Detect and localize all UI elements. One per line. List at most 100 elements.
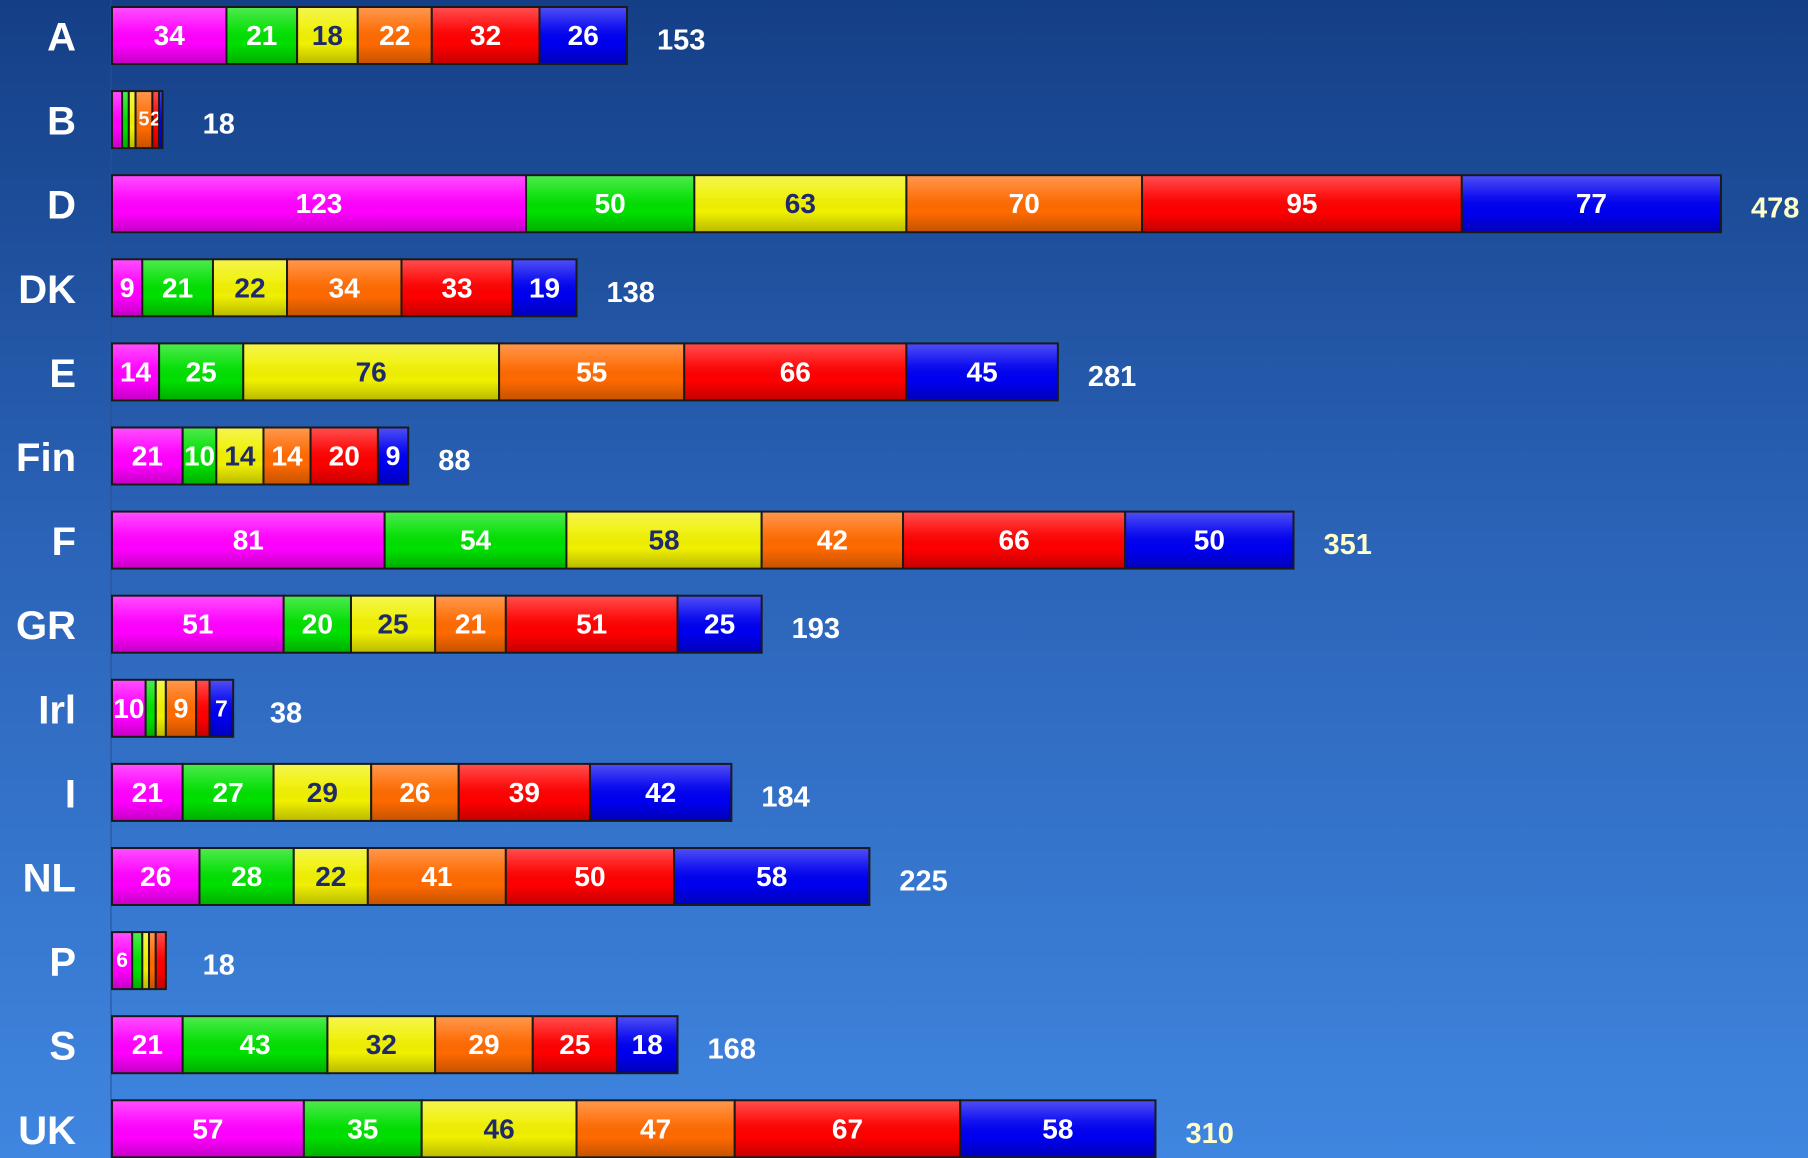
bar-segment-label: 21	[246, 20, 277, 51]
bar-segment-label: 18	[632, 1029, 663, 1060]
bar-segment-label: 81	[233, 525, 264, 556]
bar-segment	[154, 931, 167, 991]
total-label: 88	[438, 445, 470, 477]
bar-row: 21 27 29 26 39 42	[111, 762, 733, 822]
bar-segment-label: 77	[1576, 188, 1607, 219]
bar-segment-label: 50	[595, 188, 626, 219]
bar-segment-label: 7	[215, 695, 228, 721]
bar-segment-label: 45	[967, 356, 998, 387]
bar-segment-label: 43	[239, 1029, 270, 1060]
bar-segment-label: 66	[999, 525, 1030, 556]
bar-segment-label: 22	[234, 272, 265, 303]
category-label: B	[47, 100, 76, 144]
total-label: 18	[203, 109, 235, 141]
bar-segment-label: 26	[399, 777, 430, 808]
bar-segment	[144, 678, 157, 738]
total-label: 225	[899, 866, 947, 898]
category-label: D	[47, 184, 76, 228]
total-label: 184	[761, 781, 809, 813]
bar-segment-label: 9	[120, 273, 135, 303]
bar-row: 51 20 25 21 51 25	[111, 594, 763, 654]
bar-segment-label: 47	[640, 1113, 671, 1144]
bar-segment-label: 9	[174, 693, 189, 723]
bar-segment-label: 14	[271, 441, 303, 472]
bar-segment-label: 39	[509, 777, 540, 808]
bar-segment-label: 66	[780, 356, 811, 387]
bar-segment-label: 42	[817, 525, 848, 556]
bar-segment-label: 22	[379, 20, 410, 51]
bar-segment-label: 10	[113, 693, 144, 724]
category-label: Irl	[38, 688, 76, 732]
bar-segment-label: 123	[296, 188, 343, 219]
total-label: 138	[607, 277, 655, 309]
bar-segment-label: 95	[1286, 188, 1317, 219]
bar-segment-label: 29	[307, 777, 338, 808]
bar-segment-label: 6	[116, 949, 128, 972]
category-label: DK	[18, 268, 76, 312]
bar-row: 9 21 22 34 33 19	[111, 258, 578, 318]
bar-segment-label: 25	[186, 356, 217, 387]
category-label: S	[49, 1025, 76, 1069]
category-label: I	[65, 772, 76, 816]
bar-segment-label: 46	[484, 1113, 515, 1144]
bar-segment-label: 21	[132, 441, 163, 472]
bar-segment	[158, 90, 164, 150]
total-label: 18	[203, 950, 235, 982]
total-label: 193	[792, 613, 840, 645]
bar-segment	[148, 931, 157, 991]
bar-segment-label: 21	[162, 272, 193, 303]
bar-segment	[131, 931, 144, 991]
total-label: 281	[1088, 361, 1136, 393]
total-label: 310	[1185, 1118, 1233, 1150]
bar-segment-label: 51	[576, 609, 607, 640]
bar-row: 10 9 7	[111, 678, 235, 738]
bar-row: 6	[111, 931, 167, 991]
bar-segment	[141, 931, 151, 991]
total-label: 351	[1324, 529, 1372, 561]
bar-row: 81 54 58 42 66 50	[111, 510, 1295, 570]
bar-segment-label: 26	[140, 861, 171, 892]
bar-segment-label: 25	[377, 609, 408, 640]
category-label: NL	[23, 857, 76, 901]
bar-segment-label: 63	[785, 188, 816, 219]
bar-segment-label: 76	[356, 356, 387, 387]
category-labels: ABD DK E Fin F GR Irl I NL PS UK	[16, 16, 76, 1153]
bar-segment-label: 22	[315, 861, 346, 892]
bar-segment-label: 10	[184, 441, 215, 472]
bar-segment-label: 50	[574, 861, 605, 892]
bar-segment-label: 2	[150, 109, 161, 131]
category-label: F	[52, 520, 76, 564]
bar-segment-label: 50	[1194, 525, 1225, 556]
bar-segment-label: 19	[529, 272, 560, 303]
bar-segment-label: 18	[312, 20, 343, 51]
bar-segment-label: 21	[455, 609, 486, 640]
bar-segment-label: 21	[132, 777, 163, 808]
bar-segment-label: 34	[329, 272, 361, 303]
bar-segment-label: 42	[645, 777, 676, 808]
bar-segment-label: 28	[231, 861, 262, 892]
bar-segment-label: 34	[154, 20, 186, 51]
bar-row: 14 25 76 55 66 45	[111, 342, 1059, 402]
category-label: Fin	[16, 436, 76, 480]
category-label: P	[49, 941, 76, 985]
bar-segment	[111, 90, 124, 150]
category-label: GR	[16, 604, 76, 648]
bar-segment-label: 33	[441, 272, 472, 303]
bar-segment-label: 51	[182, 609, 213, 640]
bar-segment	[195, 678, 211, 738]
bar-segment-label: 70	[1009, 188, 1040, 219]
bar-segment-label: 25	[704, 609, 735, 640]
bar-segment-label: 14	[120, 356, 152, 387]
total-label: 153	[657, 25, 705, 57]
bar-segment-label: 58	[1042, 1113, 1073, 1144]
category-label: A	[47, 16, 76, 60]
bar-segment-label: 41	[421, 861, 452, 892]
category-label: E	[49, 352, 76, 396]
bar-segment-label: 35	[347, 1113, 378, 1144]
bar-row: 123 50 63 70 95 77	[111, 174, 1722, 234]
bar-segment-label: 32	[366, 1029, 397, 1060]
bar-segment-label: 29	[468, 1029, 499, 1060]
